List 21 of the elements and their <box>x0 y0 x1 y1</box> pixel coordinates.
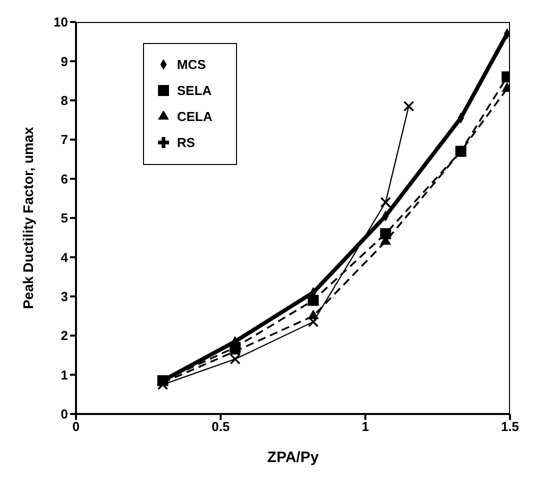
y-tick-label: 5 <box>60 210 68 226</box>
y-tick-label: 10 <box>54 14 68 30</box>
y-tick-label: 7 <box>60 132 68 148</box>
x-tick-label: 1.5 <box>500 419 520 434</box>
x-tick-label: 0 <box>72 419 80 434</box>
y-tick-label: 3 <box>60 289 68 304</box>
legend-label: MCS <box>177 57 206 72</box>
x-tick-label: 0.5 <box>212 419 230 434</box>
y-tick-label: 9 <box>60 54 68 69</box>
y-tick-label: 4 <box>60 250 69 265</box>
y-tick-label: 6 <box>60 171 68 186</box>
y-tick-label: 8 <box>60 93 68 108</box>
y-tick-label: 1 <box>60 367 68 382</box>
legend-label: CELA <box>177 109 212 124</box>
y-tick-label: 2 <box>60 328 68 344</box>
y-tick-label: 0 <box>60 406 68 422</box>
y-axis-title: Peak Ductility Factor, umax <box>20 126 36 310</box>
legend-label: RS <box>177 135 196 150</box>
legend-label: SELA <box>177 83 212 98</box>
x-tick-label: 1 <box>362 419 369 434</box>
x-axis-title: ZPA/Py <box>267 449 320 466</box>
